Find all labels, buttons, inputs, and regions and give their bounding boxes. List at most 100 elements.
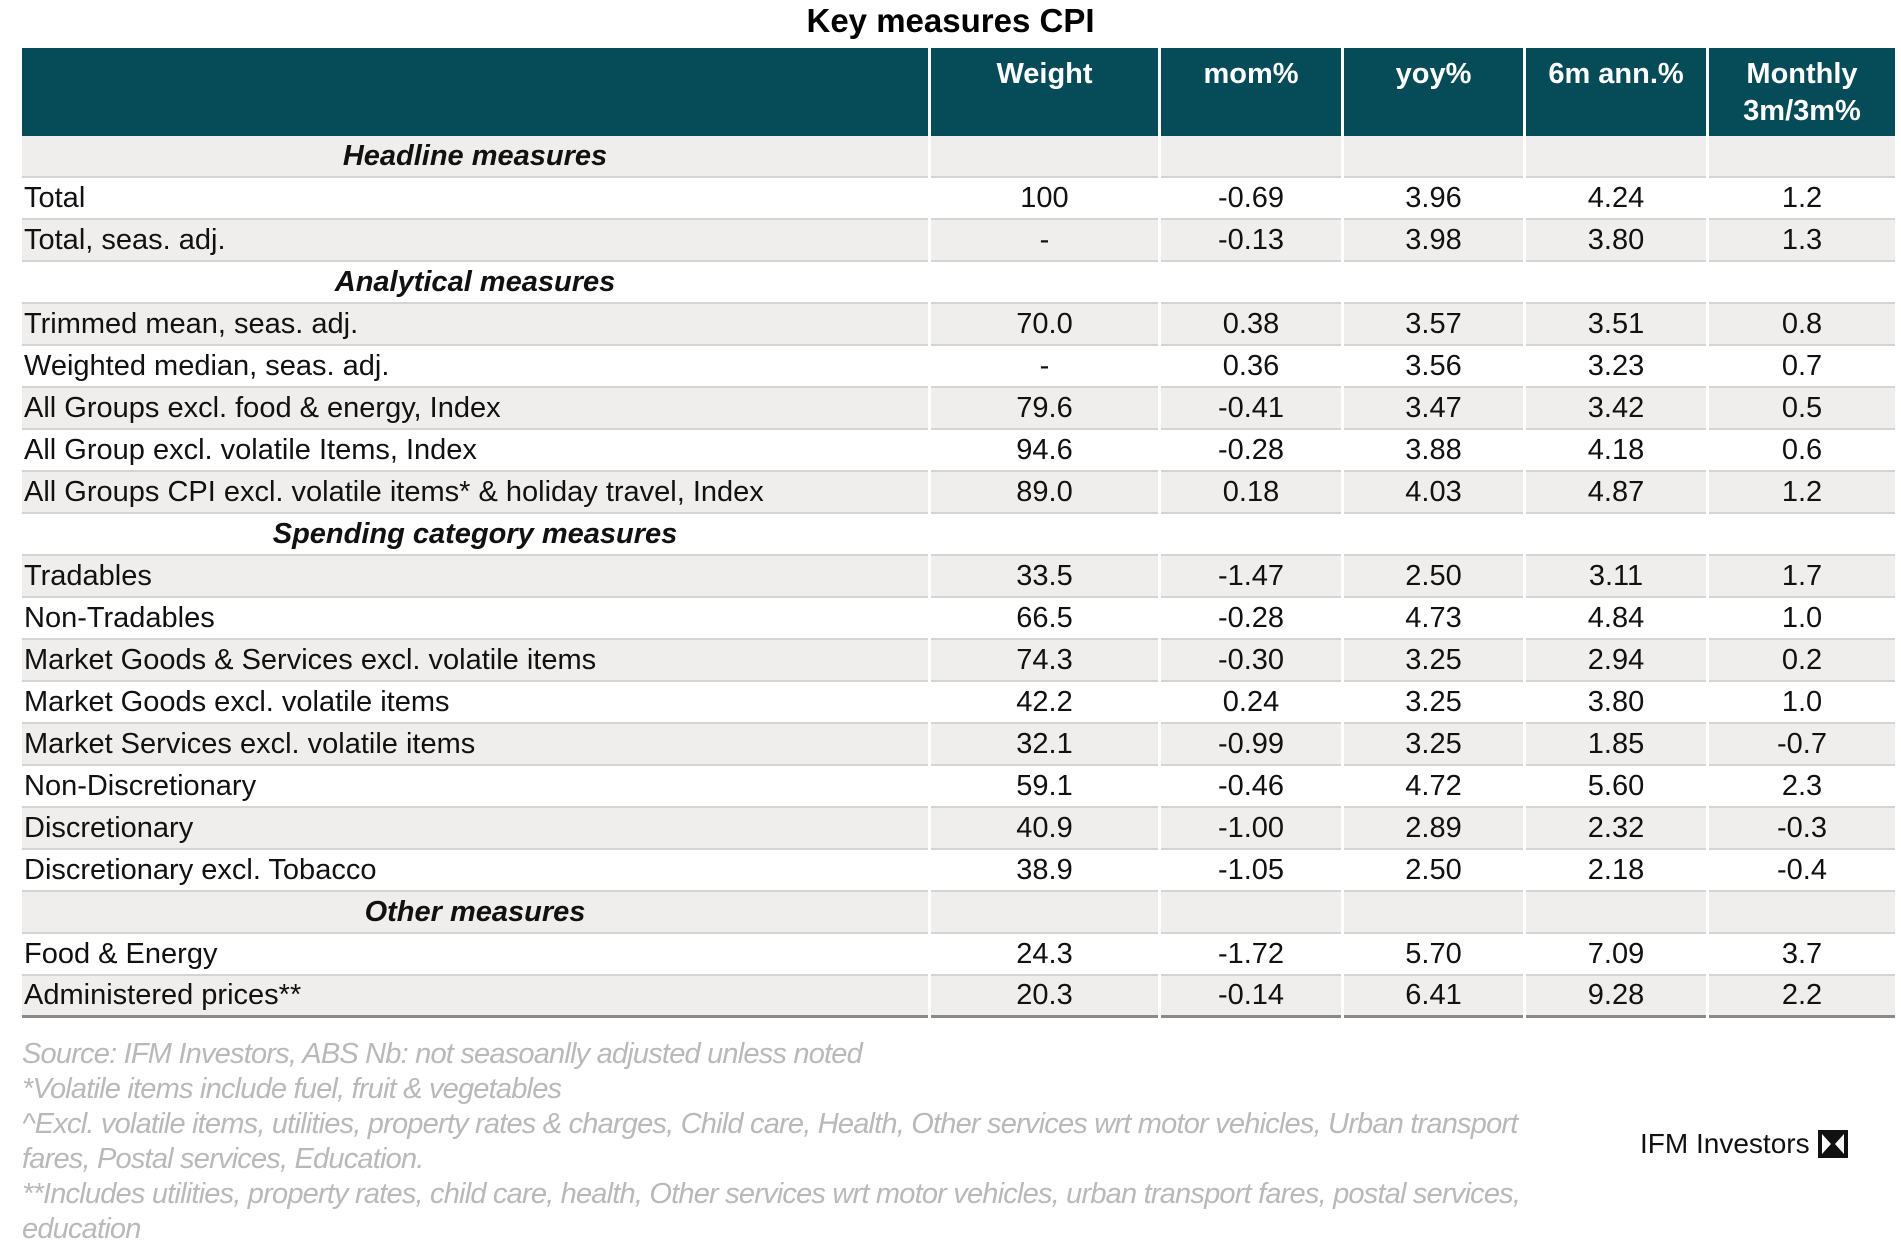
- empty-cell: [1709, 514, 1895, 556]
- value-cell: 0.38: [1161, 304, 1341, 346]
- empty-cell: [1526, 892, 1706, 934]
- row-label: Discretionary excl. Tobacco: [22, 850, 928, 892]
- data-row: All Groups excl. food & energy, Index 79.…: [22, 388, 1895, 430]
- row-label: Non-Tradables: [22, 598, 928, 640]
- value-cell: 5.60: [1526, 766, 1706, 808]
- empty-cell: [1526, 262, 1706, 304]
- value-cell: 38.9: [931, 850, 1158, 892]
- value-cell: 2.2: [1709, 976, 1895, 1018]
- row-label: Weighted median, seas. adj.: [22, 346, 928, 388]
- data-row: Administered prices** 20.3 -0.14 6.41 9.28 2.…: [22, 976, 1895, 1018]
- row-label: Non-Discretionary: [22, 766, 928, 808]
- section-title: Analytical measures: [22, 262, 928, 304]
- section-title: Headline measures: [22, 136, 928, 178]
- header-row: Weight mom% yoy% 6m ann.% Monthly 3m/3m%: [22, 48, 1895, 136]
- value-cell: -0.30: [1161, 640, 1341, 682]
- value-cell: 1.3: [1709, 220, 1895, 262]
- empty-cell: [931, 262, 1158, 304]
- empty-cell: [931, 136, 1158, 178]
- value-cell: 4.18: [1526, 430, 1706, 472]
- value-cell: 5.70: [1344, 934, 1523, 976]
- section-row: Analytical measures: [22, 262, 1895, 304]
- value-cell: 66.5: [931, 598, 1158, 640]
- empty-cell: [1344, 136, 1523, 178]
- data-row: Market Services excl. volatile items 32.1…: [22, 724, 1895, 766]
- value-cell: 0.2: [1709, 640, 1895, 682]
- data-row: Non-Discretionary 59.1 -0.46 4.72 5.60 2.3: [22, 766, 1895, 808]
- value-cell: 3.88: [1344, 430, 1523, 472]
- value-cell: 3.23: [1526, 346, 1706, 388]
- empty-cell: [1161, 262, 1341, 304]
- value-cell: 2.18: [1526, 850, 1706, 892]
- data-row: Market Goods excl. volatile items 42.2 0.2…: [22, 682, 1895, 724]
- row-label: All Group excl. volatile Items, Index: [22, 430, 928, 472]
- value-cell: -0.3: [1709, 808, 1895, 850]
- value-cell: 3.80: [1526, 220, 1706, 262]
- value-cell: 40.9: [931, 808, 1158, 850]
- value-cell: -1.47: [1161, 556, 1341, 598]
- value-cell: 3.57: [1344, 304, 1523, 346]
- footnote: ^Excl. volatile items, utilities, proper…: [22, 1108, 1518, 1175]
- value-cell: 3.47: [1344, 388, 1523, 430]
- data-row: Non-Tradables 66.5 -0.28 4.73 4.84 1.0: [22, 598, 1895, 640]
- data-row: Total 100 -0.69 3.96 4.24 1.2: [22, 178, 1895, 220]
- empty-cell: [1709, 136, 1895, 178]
- value-cell: -1.00: [1161, 808, 1341, 850]
- data-row: All Group excl. volatile Items, Index 94.…: [22, 430, 1895, 472]
- value-cell: 42.2: [931, 682, 1158, 724]
- value-cell: -: [931, 346, 1158, 388]
- data-row: Discretionary 40.9 -1.00 2.89 2.32 -0.3: [22, 808, 1895, 850]
- value-cell: 1.7: [1709, 556, 1895, 598]
- footnotes: Source: IFM Investors, ABS Nb: not seaso…: [22, 1037, 1582, 1247]
- value-cell: 2.89: [1344, 808, 1523, 850]
- value-cell: 3.25: [1344, 724, 1523, 766]
- value-cell: -0.13: [1161, 220, 1341, 262]
- value-cell: -1.05: [1161, 850, 1341, 892]
- row-label: Food & Energy: [22, 934, 928, 976]
- title: Key measures CPI: [806, 2, 1095, 39]
- footnote: Source: IFM Investors, ABS Nb: not seaso…: [22, 1038, 863, 1070]
- data-row: Trimmed mean, seas. adj. 70.0 0.38 3.57 3.51…: [22, 304, 1895, 346]
- section-title: Spending category measures: [22, 514, 928, 556]
- logo: IFM Investors: [1640, 1128, 1848, 1160]
- value-cell: 4.73: [1344, 598, 1523, 640]
- row-label: Total: [22, 178, 928, 220]
- value-cell: 70.0: [931, 304, 1158, 346]
- value-cell: 0.5: [1709, 388, 1895, 430]
- value-cell: 1.0: [1709, 598, 1895, 640]
- data-row: Total, seas. adj. - -0.13 3.98 3.80 1.3: [22, 220, 1895, 262]
- empty-cell: [1344, 892, 1523, 934]
- row-label: Market Goods excl. volatile items: [22, 682, 928, 724]
- cpi-table: Weight mom% yoy% 6m ann.% Monthly 3m/3m% Hea…: [19, 48, 1898, 1018]
- data-row: Food & Energy 24.3 -1.72 5.70 7.09 3.7: [22, 934, 1895, 976]
- section-row: Spending category measures: [22, 514, 1895, 556]
- header-cell: yoy%: [1344, 48, 1523, 136]
- empty-cell: [1161, 514, 1341, 556]
- footnote: **Includes utilities, property rates, ch…: [22, 1178, 1521, 1245]
- value-cell: 3.51: [1526, 304, 1706, 346]
- value-cell: -0.99: [1161, 724, 1341, 766]
- value-cell: 1.2: [1709, 472, 1895, 514]
- table-body: Headline measures Total 100 -0.69 3.96 4.24 1.…: [22, 136, 1895, 1018]
- value-cell: 0.36: [1161, 346, 1341, 388]
- value-cell: 2.50: [1344, 556, 1523, 598]
- value-cell: 20.3: [931, 976, 1158, 1018]
- empty-cell: [1161, 136, 1341, 178]
- row-label: All Groups excl. food & energy, Index: [22, 388, 928, 430]
- section-title: Other measures: [22, 892, 928, 934]
- value-cell: -0.4: [1709, 850, 1895, 892]
- value-cell: 3.96: [1344, 178, 1523, 220]
- row-label: All Groups CPI excl. volatile items* & h…: [22, 472, 928, 514]
- value-cell: 2.50: [1344, 850, 1523, 892]
- empty-cell: [931, 514, 1158, 556]
- value-cell: 1.2: [1709, 178, 1895, 220]
- value-cell: 6.41: [1344, 976, 1523, 1018]
- empty-cell: [1526, 136, 1706, 178]
- data-row: Tradables 33.5 -1.47 2.50 3.11 1.7: [22, 556, 1895, 598]
- empty-cell: [1709, 262, 1895, 304]
- row-label: Market Services excl. volatile items: [22, 724, 928, 766]
- data-row: All Groups CPI excl. volatile items* & h…: [22, 472, 1895, 514]
- page: Key measures CPI Weight mom% yoy% 6m ann.% M…: [19, 2, 1898, 1245]
- value-cell: 7.09: [1526, 934, 1706, 976]
- value-cell: 1.85: [1526, 724, 1706, 766]
